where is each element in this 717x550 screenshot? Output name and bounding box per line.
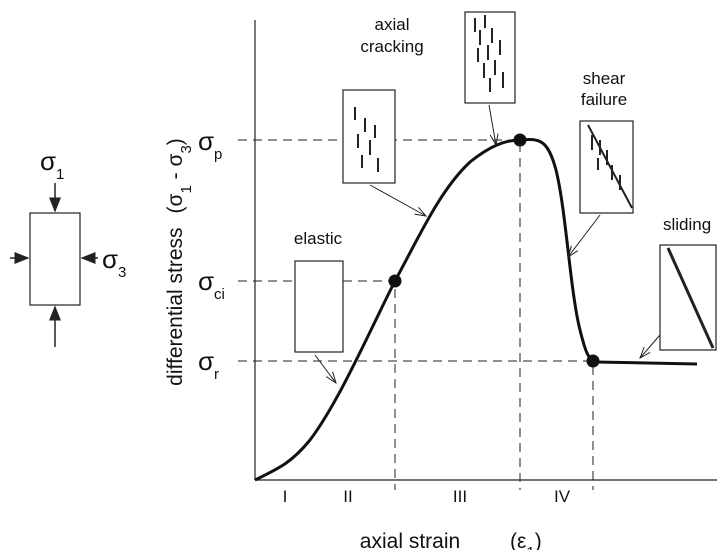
text-part: 3 bbox=[178, 145, 195, 153]
stage-label: failure bbox=[581, 90, 627, 109]
cracks bbox=[354, 107, 379, 172]
cracks bbox=[587, 124, 633, 209]
stage-label: elastic bbox=[294, 229, 343, 248]
stage-label: cracking bbox=[360, 37, 423, 56]
x-axis-title: axial strain bbox=[360, 530, 460, 550]
text-part: σ bbox=[102, 244, 118, 274]
text-part: ) bbox=[535, 530, 542, 550]
pointer bbox=[640, 334, 661, 358]
pointer bbox=[568, 214, 601, 257]
x-axis-symbol: (ε1) bbox=[510, 530, 542, 550]
text-part: ci bbox=[214, 286, 225, 303]
sigma3-label: σ3 bbox=[102, 244, 126, 281]
text-part: r bbox=[214, 366, 219, 383]
text-part: 3 bbox=[118, 264, 126, 281]
sample: σ1 σ3 bbox=[10, 146, 126, 347]
residual-point bbox=[586, 354, 600, 368]
text-part: - σ bbox=[164, 153, 187, 185]
pointer bbox=[314, 354, 336, 383]
stress-level-label: σci bbox=[198, 266, 225, 303]
inset-box bbox=[342, 89, 396, 184]
threshold-point bbox=[388, 274, 402, 288]
inset-box bbox=[659, 244, 717, 351]
stress-strain-curve bbox=[254, 137, 698, 482]
text-part: σ bbox=[40, 146, 56, 176]
text-part: σ bbox=[198, 346, 214, 376]
text-part: 1 bbox=[178, 185, 195, 193]
text-part: differential stress bbox=[164, 227, 187, 385]
text-part: ) bbox=[164, 138, 187, 145]
inset-box bbox=[294, 260, 344, 353]
text-part: (σ bbox=[164, 193, 187, 213]
y-axis-title: differential stress (σ1 - σ3) bbox=[164, 138, 195, 386]
stage-label: sliding bbox=[663, 215, 711, 234]
pointer bbox=[488, 104, 496, 145]
pointer bbox=[369, 184, 426, 216]
stage-label: axial bbox=[375, 15, 410, 34]
sample-block bbox=[29, 212, 81, 306]
guide-line bbox=[238, 139, 521, 490]
slip-plane bbox=[666, 247, 715, 349]
region-label: IV bbox=[554, 487, 571, 506]
text-part: σ bbox=[198, 266, 214, 296]
text-part: 1 bbox=[56, 166, 64, 183]
text-part: σ bbox=[198, 126, 214, 156]
text-part: p bbox=[214, 146, 222, 163]
peak-point bbox=[513, 133, 527, 147]
region-label: II bbox=[343, 487, 352, 506]
stress-level-label: σp bbox=[198, 126, 222, 163]
text-part: 1 bbox=[526, 544, 534, 550]
stress-level-label: σr bbox=[198, 346, 219, 383]
stage-label: shear bbox=[583, 69, 626, 88]
inset-box bbox=[579, 120, 634, 214]
cracks bbox=[474, 15, 504, 92]
text-part: (ε bbox=[510, 530, 526, 550]
crack-line bbox=[587, 124, 633, 209]
region-label: I bbox=[283, 487, 288, 506]
guide-line bbox=[238, 360, 594, 490]
region-label: III bbox=[453, 487, 467, 506]
sigma1-label: σ1 bbox=[40, 146, 64, 183]
